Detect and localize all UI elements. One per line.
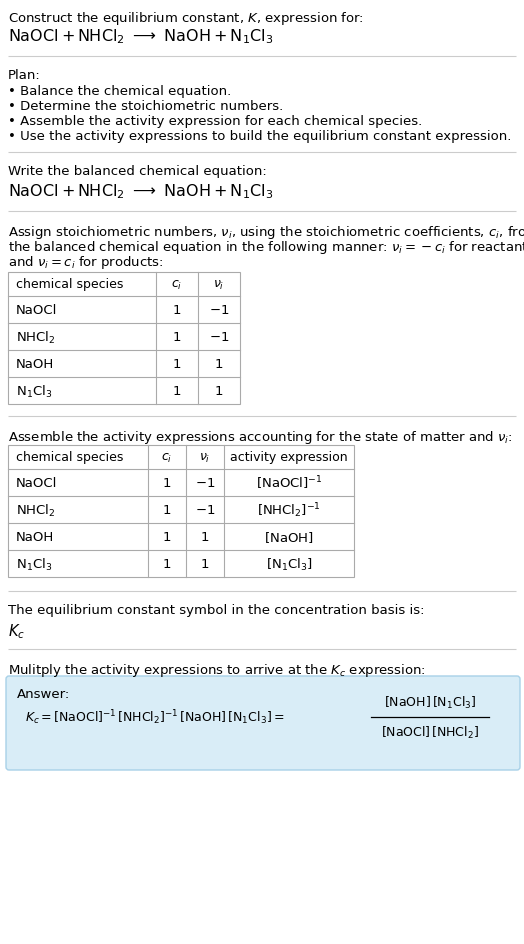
Text: and $\nu_i = c_i$ for products:: and $\nu_i = c_i$ for products: xyxy=(8,254,163,271)
Text: $-1$: $-1$ xyxy=(195,477,215,490)
Text: N$_1$Cl$_3$: N$_1$Cl$_3$ xyxy=(16,556,52,572)
Text: $K_c$: $K_c$ xyxy=(8,621,25,640)
Text: chemical species: chemical species xyxy=(16,451,123,464)
Text: $\mathrm{NaOCl} + \mathrm{NHCl_2}\ \longrightarrow\ \mathrm{NaOH} + \mathrm{N_1C: $\mathrm{NaOCl} + \mathrm{NHCl_2}\ \long… xyxy=(8,182,274,200)
Text: $1$: $1$ xyxy=(200,557,210,570)
Text: $-1$: $-1$ xyxy=(209,330,229,344)
Text: The equilibrium constant symbol in the concentration basis is:: The equilibrium constant symbol in the c… xyxy=(8,603,424,616)
Text: $-1$: $-1$ xyxy=(209,304,229,316)
Text: • Use the activity expressions to build the equilibrium constant expression.: • Use the activity expressions to build … xyxy=(8,130,511,143)
Text: 1: 1 xyxy=(163,531,171,544)
Text: • Assemble the activity expression for each chemical species.: • Assemble the activity expression for e… xyxy=(8,115,422,127)
Text: Mulitply the activity expressions to arrive at the $K_c$ expression:: Mulitply the activity expressions to arr… xyxy=(8,662,426,679)
Text: 1: 1 xyxy=(163,477,171,490)
FancyBboxPatch shape xyxy=(6,676,520,770)
Text: $[\mathrm{N_1Cl_3}]$: $[\mathrm{N_1Cl_3}]$ xyxy=(266,556,312,572)
Text: 1: 1 xyxy=(173,330,181,344)
Text: $K_c = [\mathrm{NaOCl}]^{-1}\,[\mathrm{NHCl_2}]^{-1}\,[\mathrm{NaOH}]\,[\mathrm{: $K_c = [\mathrm{NaOCl}]^{-1}\,[\mathrm{N… xyxy=(25,707,285,726)
Text: NaOCl: NaOCl xyxy=(16,304,57,316)
Text: $1$: $1$ xyxy=(214,384,224,397)
Text: $1$: $1$ xyxy=(214,358,224,371)
Text: $[\mathrm{NaOCl}]\,[\mathrm{NHCl_2}]$: $[\mathrm{NaOCl}]\,[\mathrm{NHCl_2}]$ xyxy=(381,724,479,740)
Text: Plan:: Plan: xyxy=(8,69,41,82)
Bar xyxy=(8,273,240,405)
Text: NHCl$_2$: NHCl$_2$ xyxy=(16,329,56,346)
Text: NaOH: NaOH xyxy=(16,358,54,371)
Text: chemical species: chemical species xyxy=(16,278,123,291)
Text: $-1$: $-1$ xyxy=(195,503,215,516)
Text: 1: 1 xyxy=(173,358,181,371)
Text: Assign stoichiometric numbers, $\nu_i$, using the stoichiometric coefficients, $: Assign stoichiometric numbers, $\nu_i$, … xyxy=(8,224,524,241)
Text: $[\mathrm{NaOH}]\,[\mathrm{N_1Cl_3}]$: $[\mathrm{NaOH}]\,[\mathrm{N_1Cl_3}]$ xyxy=(384,694,476,710)
Text: $\nu_i$: $\nu_i$ xyxy=(213,278,225,292)
Text: Construct the equilibrium constant, $K$, expression for:: Construct the equilibrium constant, $K$,… xyxy=(8,10,364,27)
Text: $\mathrm{NaOCl} + \mathrm{NHCl_2}\ \longrightarrow\ \mathrm{NaOH} + \mathrm{N_1C: $\mathrm{NaOCl} + \mathrm{NHCl_2}\ \long… xyxy=(8,27,274,45)
Text: Assemble the activity expressions accounting for the state of matter and $\nu_i$: Assemble the activity expressions accoun… xyxy=(8,429,512,446)
Text: $[\mathrm{NaOH}]$: $[\mathrm{NaOH}]$ xyxy=(264,530,314,545)
Text: Answer:: Answer: xyxy=(17,687,70,700)
Text: 1: 1 xyxy=(163,503,171,516)
Text: $[\mathrm{NHCl_2}]^{-1}$: $[\mathrm{NHCl_2}]^{-1}$ xyxy=(257,500,321,519)
Text: NHCl$_2$: NHCl$_2$ xyxy=(16,502,56,518)
Text: N$_1$Cl$_3$: N$_1$Cl$_3$ xyxy=(16,383,52,399)
Text: $1$: $1$ xyxy=(200,531,210,544)
Text: $\nu_i$: $\nu_i$ xyxy=(199,451,211,464)
Text: the balanced chemical equation in the following manner: $\nu_i = -c_i$ for react: the balanced chemical equation in the fo… xyxy=(8,239,524,256)
Text: 1: 1 xyxy=(173,304,181,316)
Text: NaOH: NaOH xyxy=(16,531,54,544)
Text: $c_i$: $c_i$ xyxy=(161,451,172,464)
Text: • Determine the stoichiometric numbers.: • Determine the stoichiometric numbers. xyxy=(8,100,283,113)
Text: NaOCl: NaOCl xyxy=(16,477,57,490)
Bar xyxy=(8,446,354,578)
Text: 1: 1 xyxy=(163,557,171,570)
Text: • Balance the chemical equation.: • Balance the chemical equation. xyxy=(8,85,231,98)
Text: $c_i$: $c_i$ xyxy=(171,278,183,292)
Text: activity expression: activity expression xyxy=(230,451,348,464)
Text: $[\mathrm{NaOCl}]^{-1}$: $[\mathrm{NaOCl}]^{-1}$ xyxy=(256,474,322,492)
Text: 1: 1 xyxy=(173,384,181,397)
Text: Write the balanced chemical equation:: Write the balanced chemical equation: xyxy=(8,165,267,177)
